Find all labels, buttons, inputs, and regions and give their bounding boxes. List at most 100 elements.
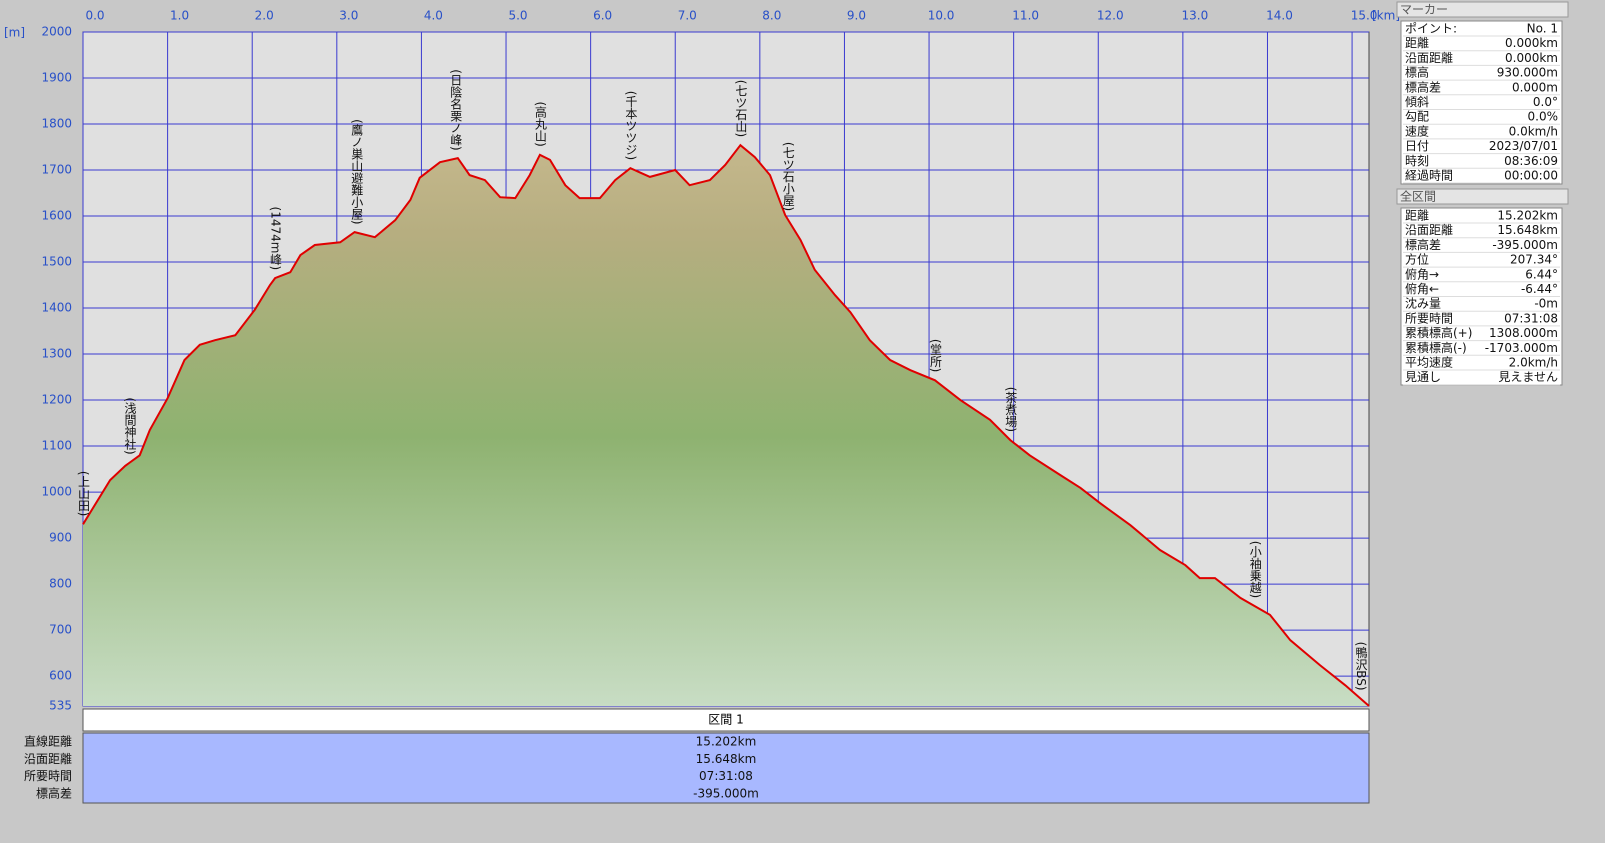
area-fill [83,145,1369,706]
summary-header: 区間 1 [708,713,743,727]
marker-title: マーカー [1400,3,1448,17]
x-tick-label: 3.0 [339,9,358,23]
y-tick-label: 1100 [41,439,72,453]
panel-value: 0.000km [1505,51,1558,65]
profile-line [82,143,1370,707]
place-label: (1474m峰) [269,207,283,271]
panel-value: -6.44° [1521,282,1558,296]
summary-header-box [82,708,1370,732]
y-tick-label: 900 [49,531,72,545]
panel-value: 2023/07/01 [1489,139,1558,153]
place-label: (七ツ石山) [734,80,748,137]
x-tick-label: 7.0 [678,9,697,23]
summary-value: 15.202km [696,735,757,749]
panel-label: 勾配 [1405,110,1429,124]
summary-value: 15.648km [696,752,757,766]
x-tick-label: 14.0 [1266,9,1293,23]
panel-value: 930.000m [1497,66,1558,80]
panel-value: 00:00:00 [1504,169,1558,183]
panel-value: 15.648km [1497,223,1558,237]
panel-value: 207.34° [1510,253,1558,267]
panel-label: 時刻 [1405,154,1429,168]
panel-value: 0.0° [1533,95,1558,109]
panel-label: 見通し [1405,370,1441,384]
y-tick-label: 1700 [41,163,72,177]
panel-label: 方位 [1405,252,1429,267]
summary-label: 直線距離 [24,734,72,749]
panel-value: 0.0% [1528,110,1559,124]
place-label: (七ツ石小屋) [781,142,795,211]
x-axis-unit: [km] [1372,9,1400,23]
place-label: (千本ツツジ) [624,91,638,160]
x-tick-label: 11.0 [1012,9,1039,23]
marker-title-box [1396,1,1569,18]
y-tick-label: 1600 [41,209,72,223]
place-label: (浅間神社) [123,397,137,454]
summary-box [82,732,1370,804]
panel-label: 俯角← [1405,281,1439,296]
panel-value: 0.000m [1512,80,1558,94]
x-tick-label: 10.0 [928,9,955,23]
place-label: (上山田) [77,471,91,516]
panel-label: 傾斜 [1405,95,1429,109]
y-tick-label: 1300 [41,347,72,361]
y-tick-label: 700 [49,623,72,637]
panel-label: 標高差 [1405,237,1441,252]
panel-label: 経過時間 [1405,169,1453,183]
panel-label: 平均速度 [1405,355,1453,370]
x-tick-label: 0.0 [85,9,104,23]
x-tick-label: 8.0 [762,9,781,23]
panel-label: 距離 [1405,209,1429,223]
x-tick-label: 5.0 [508,9,527,23]
y-tick-label: 600 [49,669,72,683]
y-tick-label: 2000 [41,25,72,39]
x-tick-label: 9.0 [847,9,866,23]
panel-value: 見えません [1498,370,1558,384]
y-tick-label: 1000 [41,485,72,499]
panel-value: -1703.000m [1485,341,1558,355]
summary-label: 所要時間 [24,769,72,783]
panel-label: 速度 [1405,123,1429,138]
panel-value: No. 1 [1527,22,1558,36]
x-tick-label: 12.0 [1097,9,1124,23]
place-label: (小袖乗越) [1248,541,1262,598]
panel-value: -0m [1534,297,1558,311]
y-axis-unit: [m] [4,26,25,40]
y-tick-label: 535 [49,699,72,713]
panel-label: 俯角→ [1405,266,1439,281]
section-title: 全区間 [1400,189,1436,204]
panel-value: 07:31:08 [1504,311,1558,325]
panel-value: 08:36:09 [1504,154,1558,168]
x-tick-label: 4.0 [424,9,443,23]
summary-label: 沿面距離 [24,752,72,766]
panel-value: -395.000m [1492,238,1558,252]
x-tick-label: 15.0 [1351,9,1378,23]
marker-box [1400,20,1563,185]
panel-label: 累積標高(-) [1405,340,1467,355]
y-tick-label: 1900 [41,71,72,85]
y-tick-label: 1800 [41,117,72,131]
y-tick-label: 1500 [41,255,72,269]
y-tick-label: 1400 [41,301,72,315]
panel-label: 沈み量 [1405,296,1441,311]
panel-label: 累積標高(+) [1405,325,1472,340]
place-label: (高丸山) [533,101,547,146]
panel-label: 沿面距離 [1405,223,1453,237]
summary-label: 標高差 [36,785,72,800]
x-tick-label: 1.0 [170,9,189,23]
x-tick-label: 2.0 [255,9,274,23]
panel-label: 標高差 [1405,79,1441,94]
panel-value: 6.44° [1525,267,1558,281]
y-tick-label: 800 [49,577,72,591]
panel-label: 日付 [1405,139,1429,153]
section-title-box [1396,188,1569,205]
panel-value: 1308.000m [1489,326,1558,340]
place-label: (日陰名栗ノ峰) [449,69,463,150]
summary-value: 07:31:08 [699,769,753,783]
panel-label: 所要時間 [1405,311,1453,325]
place-label: (茶煮場) [1004,387,1018,432]
panel-label: 沿面距離 [1405,51,1453,65]
place-label: (堂所) [928,339,942,372]
